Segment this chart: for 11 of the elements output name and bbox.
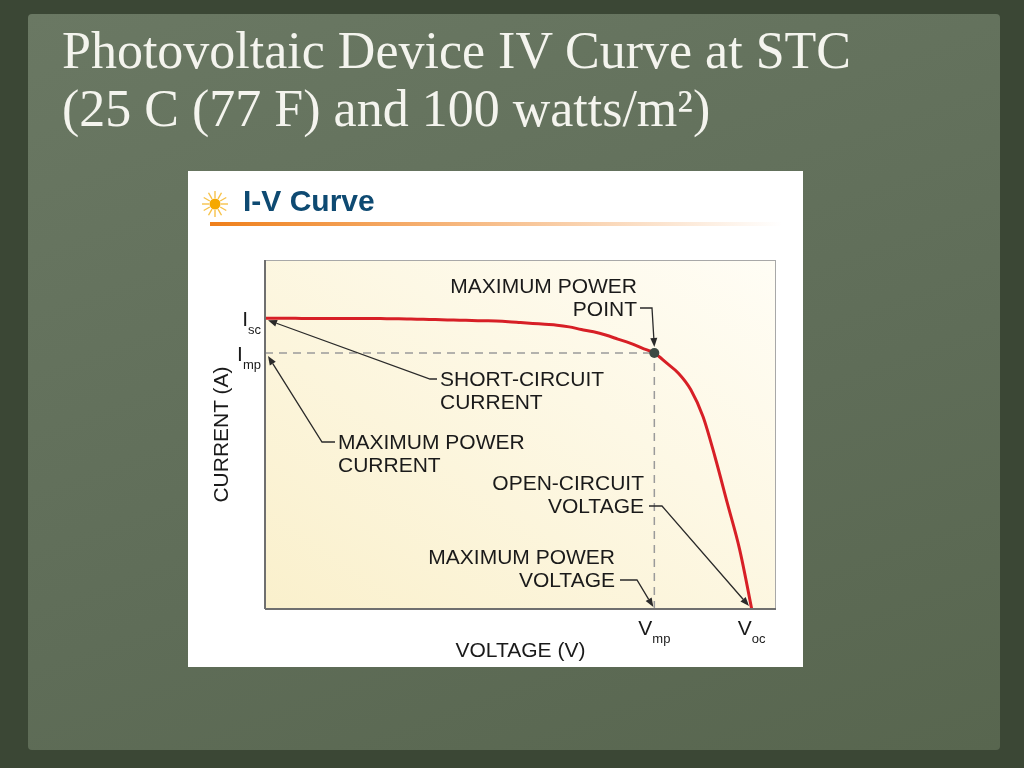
annotation: MAXIMUM POWER POINT: [450, 274, 638, 320]
x-tick-label: V$_{mp}$: [638, 616, 671, 646]
chart-title: Photovoltaic Device IV Curve at STC (25 C (77 F) and 100 watts/m²): [62, 22, 852, 138]
y-axis-title: CURRENT (A): [208, 366, 232, 503]
x-axis-title: VOLTAGE (V): [455, 638, 586, 661]
ref-line-label: I$_{mp}$: [237, 342, 261, 372]
annotation: SHORT-CIRCUIT CURRENT: [440, 367, 605, 413]
text: I$_{sc}$: [242, 307, 262, 337]
annotation: MAXIMUM POWER VOLTAGE: [428, 545, 615, 591]
x-tick-label: V$_{oc}$: [737, 616, 767, 646]
chart-subtitle: I-V Curve: [243, 184, 375, 218]
